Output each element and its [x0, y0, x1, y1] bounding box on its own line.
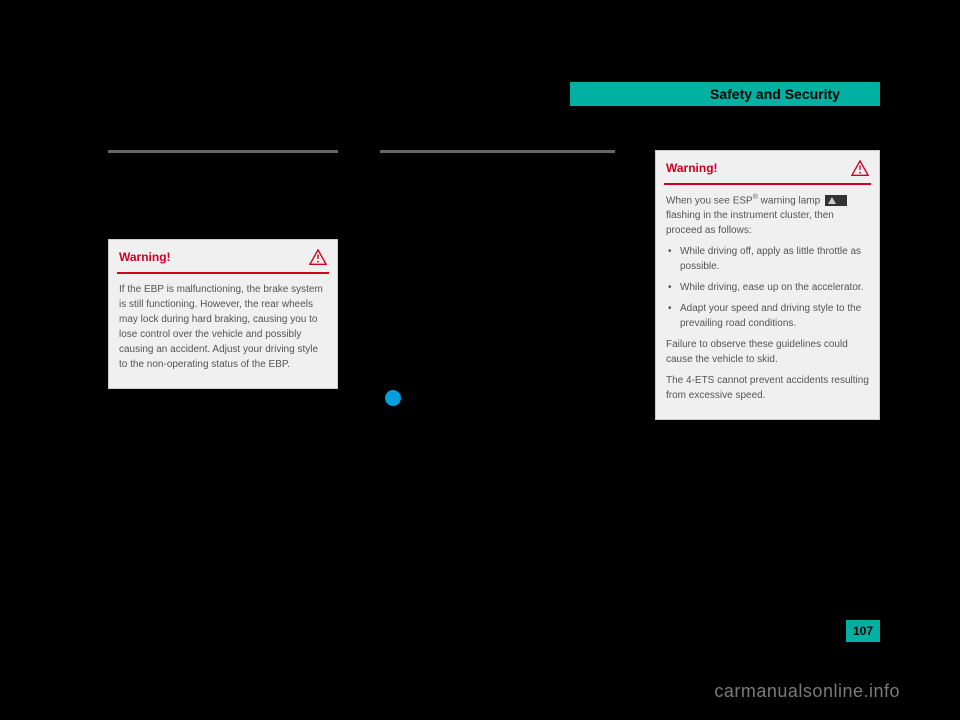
section-title: Safety and Security [710, 86, 840, 102]
warning-item: Adapt your speed and driving style to th… [666, 301, 869, 331]
warning-list: While driving off, apply as little throt… [666, 244, 869, 331]
warning-text: If the EBP is malfunctioning, the brake … [119, 282, 327, 372]
warning-body: If the EBP is malfunctioning, the brake … [109, 282, 337, 388]
t: flashing in the instrument cluster, then… [666, 210, 834, 236]
warning-title: Warning! [666, 159, 718, 177]
esp-lamp-icon [825, 195, 847, 206]
column-1: Warning! If the EBP is malfunctioning, t… [108, 150, 338, 389]
warning-item: While driving off, apply as little throt… [666, 244, 869, 274]
warning-header: Warning! [656, 151, 879, 181]
rule [380, 150, 615, 153]
watermark: carmanualsonline.info [714, 681, 900, 702]
warning-triangle-icon [851, 160, 869, 176]
warning-body: When you see ESP® warning lamp flashing … [656, 193, 879, 419]
warning-title: Warning! [119, 248, 171, 266]
warning-item: While driving, ease up on the accelerato… [666, 280, 869, 295]
section-header: Safety and Security [570, 82, 880, 106]
info-bullet-icon [385, 390, 401, 406]
rule [108, 150, 338, 153]
warning-triangle-icon [309, 249, 327, 265]
warning-box-ebp: Warning! If the EBP is malfunctioning, t… [108, 239, 338, 389]
t: When you see ESP [666, 195, 753, 206]
warning-box-esp: Warning! When you see ESP® warning lamp … [655, 150, 880, 420]
column-2 [380, 150, 615, 159]
manual-page: Safety and Security Warning! If the EBP … [0, 0, 960, 720]
page-number: 107 [846, 620, 880, 642]
column-3: Warning! When you see ESP® warning lamp … [655, 150, 880, 420]
t: warning lamp [758, 195, 823, 206]
warning-fail1: Failure to observe these guidelines coul… [666, 337, 869, 367]
warning-header: Warning! [109, 240, 337, 270]
warning-rule [117, 272, 329, 274]
page-number-text: 107 [853, 624, 873, 638]
warning-rule [664, 183, 871, 185]
warning-intro: When you see ESP® warning lamp flashing … [666, 193, 869, 238]
warning-fail2: The 4-ETS cannot prevent accidents resul… [666, 373, 869, 403]
